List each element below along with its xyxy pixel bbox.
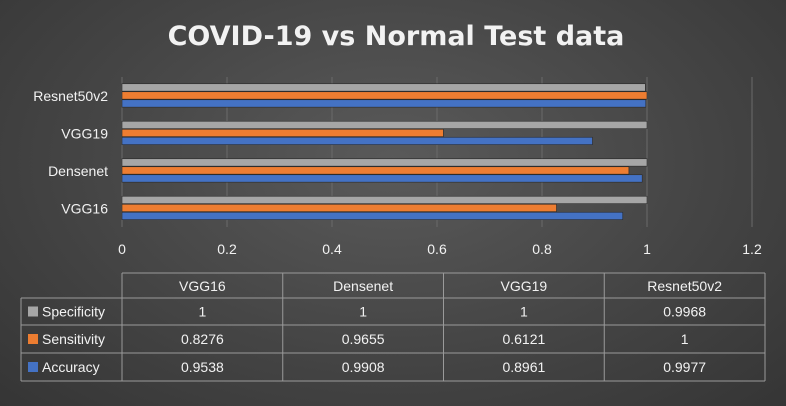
bar [121,91,648,100]
bar [121,83,646,92]
x-tick-label: 0.2 [217,241,237,257]
bar [121,174,643,183]
x-tick-label: 0 [118,241,126,257]
category-label: Resnet50v2 [33,88,108,104]
legend-key [28,362,38,372]
table-cell: 1 [198,304,206,320]
x-tick-label: 1 [643,241,651,257]
bar [121,120,648,129]
bar [121,136,593,145]
x-tick-label: 0.8 [532,241,552,257]
x-tick-label: 0.4 [322,241,342,257]
table-cell: 0.9655 [342,331,385,347]
x-tick-label: 1.2 [742,241,762,257]
x-tick-label: 0.6 [427,241,447,257]
table-header-cell: VGG16 [179,278,226,294]
bar [121,99,647,108]
series-name: Sensitivity [42,331,105,347]
table-cell: 0.9538 [181,359,224,375]
table-header-cell: Resnet50v2 [647,278,722,294]
bar [121,158,648,167]
bar [121,166,630,175]
table-cell: 0.6121 [502,331,545,347]
category-label: VGG19 [61,125,108,141]
legend-key [28,306,38,317]
table-cell: 0.8961 [502,359,545,375]
table-cell: 0.9977 [663,359,706,375]
bar [121,128,444,137]
bar [121,211,624,220]
table-cell: 0.8276 [181,331,224,347]
bar [121,203,557,212]
legend-key [28,334,38,344]
chart-title: COVID-19 vs Normal Test data [168,21,625,52]
table-header-cell: VGG19 [501,278,548,294]
table-cell: 1 [520,304,528,320]
category-label: VGG16 [61,200,108,216]
category-label: Densenet [48,163,108,179]
table-header-cell: Densenet [333,278,393,294]
series-name: Accuracy [42,359,100,375]
table-cell: 0.9908 [342,359,385,375]
table-cell: 1 [681,331,689,347]
table-cell: 1 [359,304,367,320]
bar [121,195,648,204]
series-name: Specificity [42,304,105,320]
table-cell: 0.9968 [663,304,706,320]
